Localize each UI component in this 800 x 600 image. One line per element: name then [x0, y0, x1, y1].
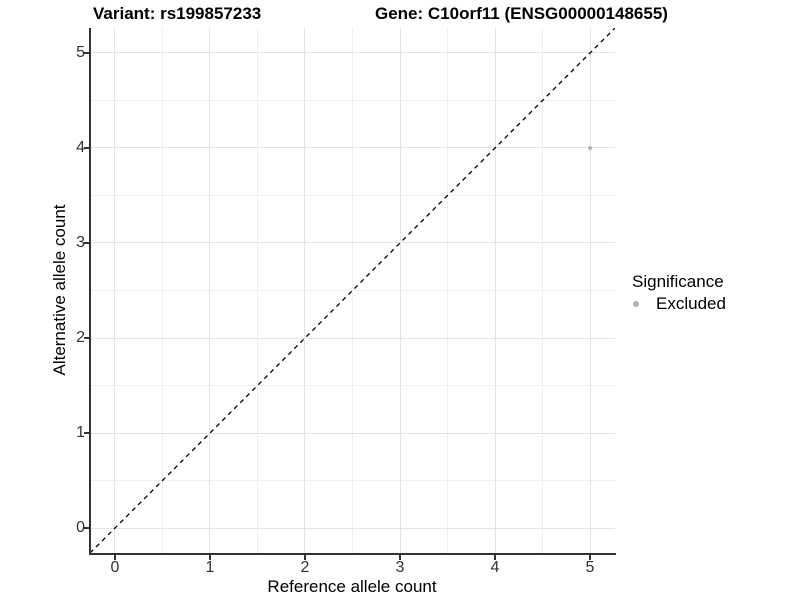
x-tick-mark: [208, 555, 211, 560]
y-tick-label: 0: [76, 519, 85, 536]
x-tick-mark: [399, 555, 401, 560]
legend-title: Significance: [632, 272, 724, 291]
major-gridline-vertical: [114, 28, 116, 553]
plot-panel: [90, 28, 615, 553]
minor-gridline-horizontal: [90, 99, 615, 101]
legend-item-excluded: Excluded: [632, 294, 726, 314]
y-tick-mark: [84, 51, 89, 54]
y-tick-mark: [84, 146, 89, 149]
y-tick-label: 2: [76, 329, 85, 346]
minor-gridline-vertical: [542, 28, 543, 553]
minor-gridline-vertical: [447, 28, 448, 553]
x-tick-mark: [303, 555, 306, 560]
major-gridline-vertical: [589, 28, 591, 553]
y-axis-title: Alternative allele count: [50, 204, 69, 376]
major-gridline-horizontal: [90, 527, 615, 529]
x-axis-line: [89, 553, 616, 555]
identity-reference-line: [90, 28, 615, 553]
y-tick-label: 5: [76, 43, 85, 61]
legend-key: [632, 301, 656, 307]
x-tick-label: 4: [490, 559, 500, 576]
y-tick-label: 4: [76, 138, 85, 156]
major-gridline-vertical: [304, 28, 306, 553]
x-tick-mark: [589, 555, 591, 560]
major-gridline-horizontal: [90, 337, 615, 339]
y-tick-mark: [84, 432, 89, 434]
y-tick-mark: [84, 241, 89, 244]
major-gridline-vertical: [494, 28, 496, 553]
major-gridline-horizontal: [90, 242, 615, 244]
y-tick-label: 3: [76, 233, 85, 251]
major-gridline-horizontal: [90, 52, 615, 54]
legend: Significance Excluded: [632, 272, 726, 314]
x-tick-label: 3: [395, 559, 405, 576]
y-tick-mark: [84, 527, 89, 529]
major-gridline-horizontal: [90, 147, 615, 149]
y-axis-line: [89, 28, 91, 555]
x-tick-mark: [113, 555, 116, 560]
y-tick-mark: [84, 337, 89, 339]
x-tick-label: 0: [110, 559, 120, 576]
y-tick-label: 1: [76, 424, 85, 441]
minor-gridline-horizontal: [90, 290, 615, 291]
legend-item-label: Excluded: [656, 294, 726, 313]
plot-title-gene: Gene: C10orf11 (ENSG00000148655): [375, 4, 668, 23]
plot-title-variant: Variant: rs199857233: [93, 4, 262, 23]
excluded-point-icon: [633, 301, 639, 307]
major-gridline-horizontal: [90, 432, 615, 434]
major-gridline-vertical: [399, 28, 401, 553]
major-gridline-vertical: [209, 28, 211, 553]
x-axis-title: Reference allele count: [267, 577, 437, 596]
x-tick-label: 5: [585, 559, 595, 576]
x-tick-mark: [494, 555, 496, 560]
data-point: [588, 145, 592, 150]
minor-gridline-horizontal: [90, 194, 615, 196]
x-tick-label: 1: [205, 559, 215, 576]
x-tick-label: 2: [300, 559, 310, 576]
